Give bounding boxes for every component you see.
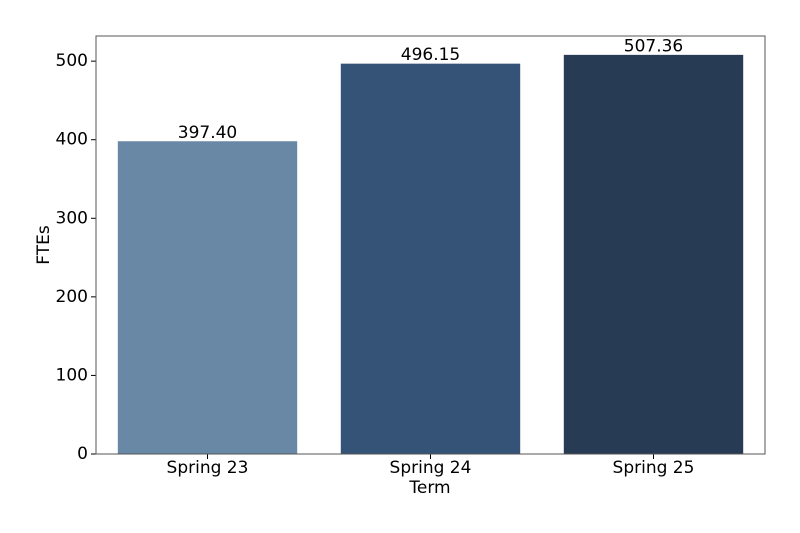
y-axis-label: FTEs bbox=[34, 225, 54, 265]
y-tick-label: 100 bbox=[56, 365, 88, 385]
value-label: 397.40 bbox=[178, 123, 237, 143]
y-tick-label: 500 bbox=[56, 51, 88, 71]
x-axis-label: Term bbox=[408, 478, 450, 498]
x-tick-label: Spring 25 bbox=[613, 458, 695, 478]
y-tick-label: 400 bbox=[56, 130, 88, 150]
y-tick-label: 200 bbox=[56, 287, 88, 307]
x-tick-label: Spring 23 bbox=[167, 458, 249, 478]
y-tick-label: 300 bbox=[56, 208, 88, 228]
x-tick-label: Spring 24 bbox=[390, 458, 472, 478]
bar bbox=[340, 63, 521, 455]
bar bbox=[117, 141, 298, 455]
value-label: 496.15 bbox=[401, 45, 460, 65]
plot-frame bbox=[95, 35, 766, 455]
value-label: 507.36 bbox=[624, 36, 683, 56]
y-tick-label: 0 bbox=[77, 444, 88, 464]
bar bbox=[563, 54, 744, 455]
